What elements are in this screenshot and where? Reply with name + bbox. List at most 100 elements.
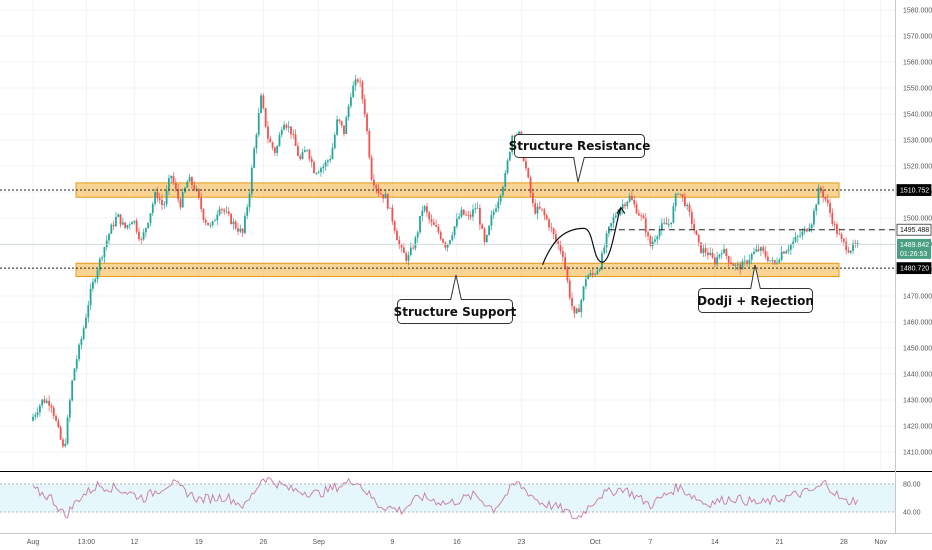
callout-structure-support: Structure Support xyxy=(394,274,517,324)
candle-body xyxy=(601,253,603,270)
candle-body xyxy=(416,232,419,238)
callout-dodji-rejection: Dodji + Rejection xyxy=(697,264,814,313)
candle-body xyxy=(596,270,599,275)
candle-body xyxy=(580,299,583,313)
candle-body xyxy=(667,224,670,225)
candle-body xyxy=(354,79,357,86)
candle-body xyxy=(624,204,626,207)
candle-body xyxy=(776,262,778,264)
candle-body xyxy=(144,227,147,233)
candle-body xyxy=(564,256,567,268)
candle-body xyxy=(734,264,737,266)
target-price-tag xyxy=(896,223,932,236)
candle-body xyxy=(336,119,338,135)
candle-body xyxy=(504,173,507,187)
candle-body xyxy=(492,211,495,216)
candle-body xyxy=(317,172,320,174)
price-tick-label: 1500.000 xyxy=(903,216,932,223)
candle-body xyxy=(257,113,260,135)
candle-body xyxy=(849,250,852,253)
candle-body xyxy=(478,207,481,225)
candle-body xyxy=(679,193,682,195)
candle-body xyxy=(723,249,725,254)
candle-body xyxy=(739,264,742,270)
candle-body xyxy=(253,148,256,168)
candle-body xyxy=(432,222,435,226)
candle-body xyxy=(409,247,412,256)
candle-body xyxy=(817,187,820,205)
candle-body xyxy=(168,178,170,191)
candle-body xyxy=(34,414,37,417)
candle-body xyxy=(760,247,762,251)
candle-body xyxy=(430,219,433,223)
candle-body xyxy=(801,231,804,236)
candle-body xyxy=(172,175,175,183)
candle-body xyxy=(363,99,366,115)
candle-body xyxy=(85,317,87,329)
candle-body xyxy=(108,233,110,241)
callout-structure-resistance: Structure Resistance xyxy=(509,134,650,183)
support-zone xyxy=(75,262,840,277)
candle-body xyxy=(635,204,638,214)
candle-body xyxy=(677,193,679,195)
candle-body xyxy=(62,439,64,447)
candle-body xyxy=(545,215,548,220)
candle-body xyxy=(598,269,601,271)
candle-body xyxy=(414,237,417,249)
candle-body xyxy=(538,206,541,209)
candle-body xyxy=(831,212,834,224)
candle-body xyxy=(119,214,122,225)
candle-body xyxy=(732,263,735,266)
candle-body xyxy=(508,151,511,161)
candle-body xyxy=(197,189,200,198)
candle-body xyxy=(822,189,825,198)
candle-body xyxy=(573,306,576,314)
projection-path xyxy=(541,206,626,266)
candle-body xyxy=(483,228,486,242)
candle-body xyxy=(179,199,182,208)
candle-body xyxy=(303,150,306,153)
candle-body xyxy=(704,248,707,253)
candle-body xyxy=(370,157,373,180)
candle-body xyxy=(813,210,815,225)
date-tick-label: Nov xyxy=(874,539,887,546)
candle-body xyxy=(469,215,472,217)
candle-body xyxy=(382,194,385,199)
candle-body xyxy=(271,142,274,148)
candle-body xyxy=(485,234,488,242)
candle-body xyxy=(147,222,150,228)
candle-body xyxy=(161,199,163,206)
candle-body xyxy=(68,400,71,418)
candle-body xyxy=(174,182,177,189)
candle-body xyxy=(366,114,368,132)
candle-body xyxy=(278,134,281,147)
candle-body xyxy=(718,254,721,257)
candle-body xyxy=(426,206,428,213)
candle-body xyxy=(170,175,173,179)
candle-body xyxy=(842,238,845,242)
candle-body xyxy=(407,255,410,261)
current-price-tag xyxy=(897,238,931,259)
candle-body xyxy=(133,220,136,223)
candle-body xyxy=(458,216,461,219)
candle-body xyxy=(64,443,67,447)
candle-body xyxy=(294,134,297,146)
candle-body xyxy=(237,228,239,232)
candle-body xyxy=(656,236,659,240)
candle-body xyxy=(502,186,504,196)
candle-body xyxy=(202,209,205,220)
candle-body xyxy=(548,219,550,228)
candle-body xyxy=(324,161,327,167)
candle-body xyxy=(142,232,145,240)
price-tags: 1510.752 1480.720 1495.488 1489.842 01:26:53 xyxy=(896,184,932,275)
candle-body xyxy=(373,179,375,186)
candle-body xyxy=(244,215,246,233)
candle-body xyxy=(250,167,253,194)
candle-body xyxy=(41,399,44,406)
price-tick-label: 1520.000 xyxy=(903,164,932,171)
candle-body xyxy=(787,249,790,252)
candle-body xyxy=(117,214,120,217)
date-tick-label: Aug xyxy=(27,539,40,546)
